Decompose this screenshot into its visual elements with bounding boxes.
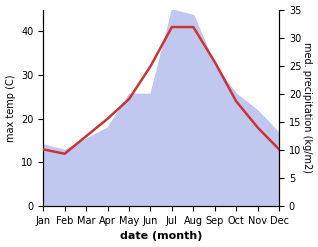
Y-axis label: max temp (C): max temp (C)	[5, 74, 16, 142]
Y-axis label: med. precipitation (kg/m2): med. precipitation (kg/m2)	[302, 42, 313, 173]
X-axis label: date (month): date (month)	[120, 231, 202, 242]
